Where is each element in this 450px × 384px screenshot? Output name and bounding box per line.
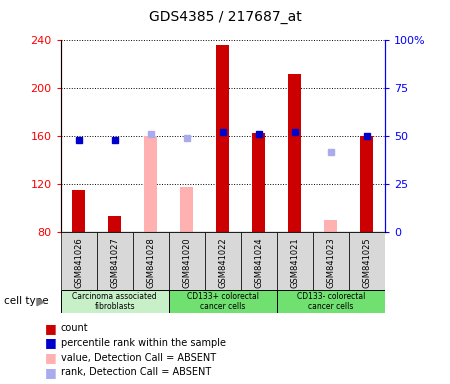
Bar: [216, 45, 229, 232]
Text: GSM841024: GSM841024: [254, 237, 263, 288]
Text: GSM841021: GSM841021: [290, 237, 299, 288]
Bar: [360, 136, 373, 232]
Text: GSM841025: GSM841025: [362, 237, 371, 288]
Text: rank, Detection Call = ABSENT: rank, Detection Call = ABSENT: [61, 367, 211, 377]
Text: CD133+ colorectal
cancer cells: CD133+ colorectal cancer cells: [187, 292, 259, 311]
Text: CD133- colorectal
cancer cells: CD133- colorectal cancer cells: [297, 292, 365, 311]
Text: Carcinoma associated
fibroblasts: Carcinoma associated fibroblasts: [72, 292, 157, 311]
Bar: [277, 290, 385, 313]
Bar: [205, 232, 241, 290]
Bar: [180, 187, 193, 232]
Bar: [277, 232, 313, 290]
Bar: [108, 215, 121, 232]
Text: ■: ■: [45, 322, 57, 335]
Bar: [288, 74, 301, 232]
Bar: [241, 232, 277, 290]
Bar: [349, 232, 385, 290]
Text: GDS4385 / 217687_at: GDS4385 / 217687_at: [148, 10, 302, 23]
Text: GSM841020: GSM841020: [182, 237, 191, 288]
Text: count: count: [61, 323, 88, 333]
Bar: [313, 232, 349, 290]
Text: GSM841022: GSM841022: [218, 237, 227, 288]
Text: GSM841028: GSM841028: [146, 237, 155, 288]
Text: GSM841027: GSM841027: [110, 237, 119, 288]
Text: ■: ■: [45, 366, 57, 379]
Bar: [252, 133, 265, 232]
Bar: [144, 136, 157, 232]
Bar: [61, 232, 97, 290]
Bar: [169, 290, 277, 313]
Bar: [169, 232, 205, 290]
Text: percentile rank within the sample: percentile rank within the sample: [61, 338, 226, 348]
Text: value, Detection Call = ABSENT: value, Detection Call = ABSENT: [61, 353, 216, 362]
Bar: [72, 190, 85, 232]
Text: ■: ■: [45, 336, 57, 349]
Bar: [133, 232, 169, 290]
Text: GSM841026: GSM841026: [74, 237, 83, 288]
Text: ■: ■: [45, 351, 57, 364]
Text: GSM841023: GSM841023: [326, 237, 335, 288]
Text: ▶: ▶: [37, 296, 45, 306]
Bar: [97, 232, 133, 290]
Text: cell type: cell type: [4, 296, 49, 306]
Bar: [324, 220, 337, 232]
Bar: [61, 290, 169, 313]
